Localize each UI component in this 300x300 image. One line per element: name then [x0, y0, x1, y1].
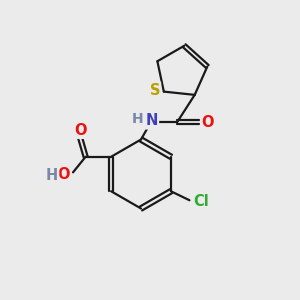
Text: S: S	[150, 82, 160, 98]
Text: H: H	[46, 168, 58, 183]
Text: Cl: Cl	[193, 194, 209, 209]
Text: H: H	[132, 112, 143, 125]
Text: O: O	[201, 115, 214, 130]
Text: N: N	[146, 113, 158, 128]
Text: O: O	[57, 167, 70, 182]
Text: O: O	[74, 123, 86, 138]
